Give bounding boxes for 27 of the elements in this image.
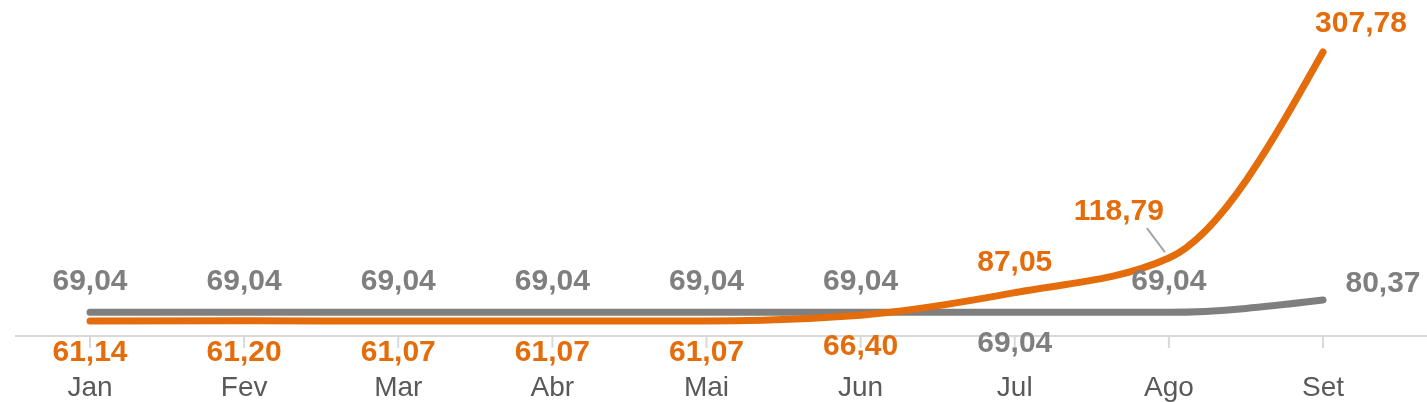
data-label: 307,78: [1315, 5, 1407, 38]
data-label: 61,07: [514, 334, 590, 367]
data-label: 80,37: [1345, 264, 1421, 298]
data-label: 69,04: [977, 325, 1053, 359]
x-tick-label: Abr: [530, 371, 575, 402]
x-tick-label: Fev: [220, 371, 268, 402]
data-label: 61,07: [668, 334, 745, 367]
data-label: 69,04: [360, 263, 437, 297]
data-label: 66,40: [823, 328, 899, 362]
data-label: 61,07: [360, 334, 436, 367]
data-label: 118,79: [1073, 193, 1164, 227]
x-tick-label: Jan: [67, 371, 113, 402]
x-tick-label: Jul: [996, 371, 1033, 402]
data-label: 69,04: [1131, 263, 1207, 297]
data-label: 61,14: [52, 333, 128, 367]
data-label: 69,04: [514, 263, 591, 297]
data-label: 69,04: [52, 263, 128, 297]
x-tick-label: Mar: [374, 371, 423, 402]
x-tick-label: Ago: [1143, 371, 1194, 402]
x-tick-label: Set: [1301, 371, 1345, 402]
x-tick-label: Jun: [838, 371, 884, 402]
data-label: 87,05: [977, 243, 1053, 277]
x-tick-label: Mai: [683, 371, 730, 402]
data-label: 69,04: [823, 263, 899, 297]
data-label: 69,04: [668, 263, 745, 297]
data-label: 61,20: [206, 333, 282, 367]
data-label: 69,04: [206, 263, 282, 297]
